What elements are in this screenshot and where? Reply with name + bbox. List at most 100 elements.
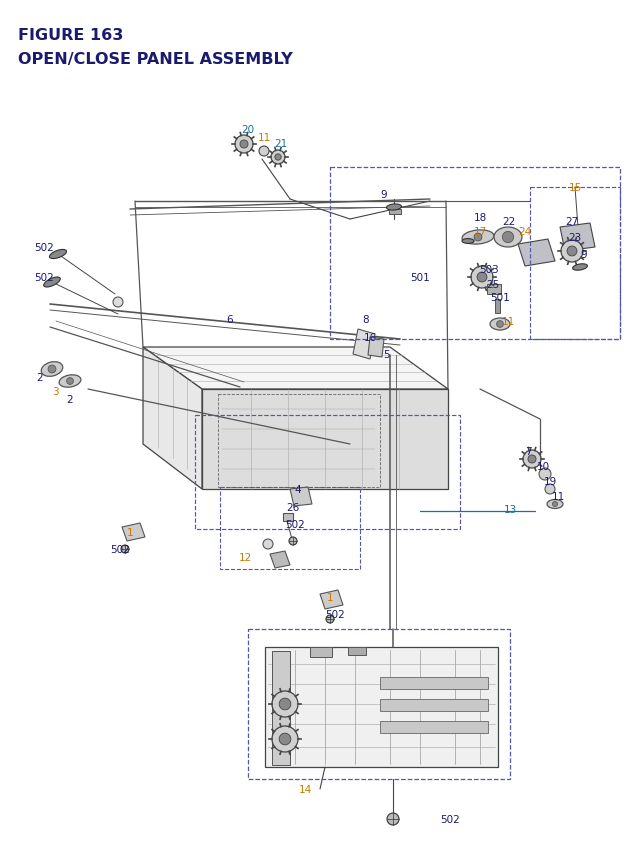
Text: 503: 503	[479, 264, 499, 275]
Text: 502: 502	[285, 519, 305, 530]
Polygon shape	[283, 513, 293, 522]
Text: 3: 3	[52, 387, 58, 397]
Circle shape	[497, 321, 504, 328]
Text: 16: 16	[364, 332, 376, 343]
Text: 5: 5	[383, 350, 389, 360]
Polygon shape	[290, 487, 312, 506]
Circle shape	[272, 726, 298, 753]
Text: 22: 22	[502, 217, 516, 226]
Text: 501: 501	[410, 273, 430, 282]
Text: 24: 24	[518, 226, 532, 237]
Text: 502: 502	[34, 243, 54, 253]
Bar	[220, 487, 360, 569]
Text: 18: 18	[474, 213, 486, 223]
Ellipse shape	[462, 231, 494, 245]
Polygon shape	[143, 348, 448, 389]
Circle shape	[279, 698, 291, 710]
Circle shape	[121, 545, 129, 554]
Text: 9: 9	[580, 250, 588, 260]
Text: 8: 8	[363, 314, 369, 325]
Bar	[348, 647, 366, 655]
Text: 4: 4	[294, 485, 301, 494]
Ellipse shape	[573, 264, 588, 271]
Text: 501: 501	[490, 293, 510, 303]
Bar	[487, 285, 501, 294]
Circle shape	[240, 141, 248, 149]
Circle shape	[545, 485, 555, 494]
Text: 502: 502	[440, 814, 460, 824]
Ellipse shape	[547, 500, 563, 509]
Bar	[195, 416, 460, 530]
Bar	[310, 647, 332, 657]
Text: 11: 11	[257, 133, 271, 143]
Ellipse shape	[462, 239, 474, 245]
Circle shape	[67, 378, 74, 385]
Circle shape	[477, 273, 487, 282]
Circle shape	[272, 691, 298, 717]
Ellipse shape	[494, 228, 522, 248]
Ellipse shape	[49, 251, 67, 259]
Text: 26: 26	[286, 503, 300, 512]
Text: 9: 9	[381, 189, 387, 200]
Text: 1: 1	[326, 592, 333, 603]
Text: 2: 2	[67, 394, 74, 405]
Text: 1: 1	[127, 528, 133, 537]
Polygon shape	[265, 647, 498, 767]
Bar	[380, 722, 488, 734]
Circle shape	[552, 502, 557, 507]
Circle shape	[471, 267, 493, 288]
Text: OPEN/CLOSE PANEL ASSEMBLY: OPEN/CLOSE PANEL ASSEMBLY	[18, 52, 292, 67]
Ellipse shape	[44, 277, 60, 288]
Circle shape	[567, 247, 577, 257]
Polygon shape	[518, 239, 555, 267]
Text: 502: 502	[34, 273, 54, 282]
Bar	[248, 629, 510, 779]
Circle shape	[259, 147, 269, 157]
Circle shape	[502, 232, 514, 244]
Polygon shape	[353, 330, 375, 360]
Text: 15: 15	[568, 183, 582, 193]
Circle shape	[263, 539, 273, 549]
Polygon shape	[320, 591, 343, 610]
Text: 2: 2	[36, 373, 44, 382]
Text: 502: 502	[325, 610, 345, 619]
Bar	[218, 394, 380, 487]
Text: 20: 20	[241, 125, 255, 135]
Circle shape	[271, 151, 285, 164]
Text: 19: 19	[543, 476, 557, 486]
Circle shape	[539, 468, 551, 480]
Polygon shape	[270, 551, 290, 568]
Ellipse shape	[490, 319, 510, 331]
Text: 10: 10	[536, 461, 550, 472]
Circle shape	[387, 813, 399, 825]
Bar	[330, 168, 620, 339]
Bar	[495, 300, 500, 313]
Text: 11: 11	[552, 492, 564, 501]
Ellipse shape	[387, 205, 401, 211]
Circle shape	[279, 734, 291, 745]
Circle shape	[48, 366, 56, 374]
Polygon shape	[368, 338, 384, 357]
Circle shape	[289, 537, 297, 545]
Text: FIGURE 163: FIGURE 163	[18, 28, 124, 43]
Bar	[380, 699, 488, 711]
Text: 13: 13	[504, 505, 516, 514]
Text: 21: 21	[275, 139, 287, 149]
Text: 14: 14	[298, 784, 312, 794]
Bar	[530, 188, 620, 339]
Circle shape	[275, 155, 281, 161]
Text: 25: 25	[486, 280, 500, 289]
Text: 7: 7	[525, 447, 531, 456]
Bar	[380, 678, 488, 689]
Circle shape	[235, 136, 253, 154]
Polygon shape	[560, 224, 595, 251]
Text: 17: 17	[474, 226, 486, 237]
Circle shape	[113, 298, 123, 307]
Ellipse shape	[41, 362, 63, 377]
Bar	[389, 210, 401, 214]
Circle shape	[528, 455, 536, 463]
Text: 11: 11	[501, 317, 515, 326]
Ellipse shape	[59, 375, 81, 387]
Circle shape	[326, 616, 334, 623]
Text: 6: 6	[227, 314, 234, 325]
